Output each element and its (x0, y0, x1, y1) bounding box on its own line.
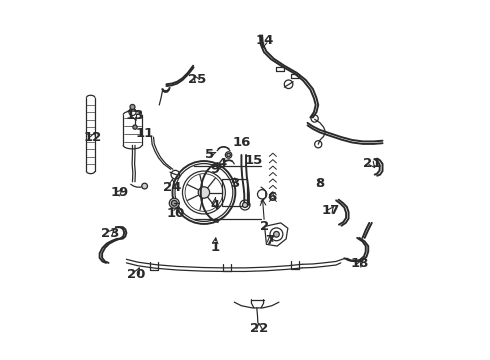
Circle shape (130, 104, 135, 109)
Text: 12: 12 (84, 131, 102, 144)
Bar (222, 179, 247, 206)
Text: 21: 21 (363, 157, 381, 170)
Text: 20: 20 (127, 268, 145, 281)
Text: 8: 8 (316, 177, 325, 190)
Text: 2: 2 (260, 220, 269, 233)
Text: 17: 17 (321, 204, 340, 217)
Circle shape (227, 153, 230, 157)
Text: 11: 11 (136, 127, 154, 140)
Text: 22: 22 (250, 322, 269, 335)
Text: 25: 25 (188, 73, 206, 86)
Text: 15: 15 (245, 154, 263, 167)
Text: 24: 24 (163, 181, 181, 194)
Text: 5: 5 (205, 148, 214, 162)
Text: 10: 10 (166, 207, 185, 220)
Circle shape (273, 231, 279, 237)
Text: 1: 1 (210, 241, 219, 255)
Circle shape (133, 125, 137, 129)
Text: 4: 4 (210, 198, 219, 212)
Circle shape (172, 201, 177, 206)
Text: 6: 6 (267, 192, 276, 204)
Text: 7: 7 (266, 234, 274, 247)
Circle shape (142, 183, 147, 189)
Text: 18: 18 (350, 257, 368, 270)
Circle shape (243, 203, 247, 207)
Text: 19: 19 (110, 186, 128, 199)
Text: 14: 14 (255, 34, 274, 47)
Circle shape (169, 198, 179, 208)
Text: 4: 4 (217, 157, 226, 170)
Text: 16: 16 (232, 136, 250, 149)
Text: 9: 9 (210, 163, 219, 176)
Text: 3: 3 (230, 177, 239, 190)
Circle shape (198, 187, 210, 198)
Text: 13: 13 (125, 109, 144, 122)
Text: 23: 23 (101, 227, 119, 240)
